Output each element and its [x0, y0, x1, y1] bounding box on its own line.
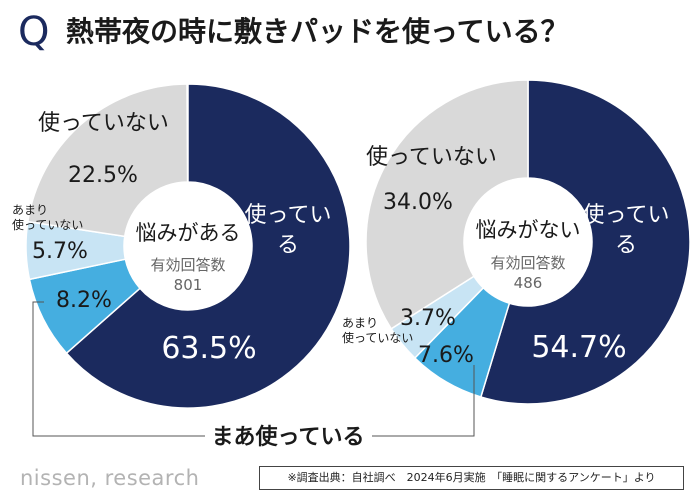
- category-label-rarely-use: あまり: [342, 316, 378, 330]
- slice-not-use: [26, 83, 189, 238]
- connector-line-left: [32, 301, 205, 437]
- question-mark: Q: [18, 9, 50, 55]
- donut-chart-without-worries: 54.7%7.6%3.7%34.0%使っているあまり使っていない使っていない悩み…: [342, 79, 691, 405]
- sample-size-value: 486: [514, 274, 543, 292]
- category-label-not-use: 使っていない: [38, 111, 169, 136]
- slice-not-use: [365, 79, 529, 330]
- value-label-use: 63.5%: [161, 331, 256, 366]
- center-title: 悩みがない: [476, 218, 581, 242]
- brand-logo: nissen, research: [20, 466, 200, 490]
- value-label-not-use: 34.0%: [383, 190, 453, 215]
- category-label-use: 使ってい: [245, 203, 332, 228]
- page-title: 熱帯夜の時に敷きパッドを使っている？: [66, 15, 569, 48]
- value-label-somewhat-use: 7.6%: [418, 343, 474, 368]
- category-label-not-use: 使っていない: [366, 145, 497, 170]
- connector-line-right: [372, 365, 475, 437]
- sample-size-value: 801: [174, 276, 203, 294]
- source-note: ※調査出典：自社調べ 2024年6月実施 「睡眠に関するアンケート」より: [259, 466, 684, 490]
- value-label-rarely-use: 3.7%: [400, 306, 456, 331]
- donut-chart-with-worries: 63.5%8.2%5.7%22.5%使っているあまり使っていない使っていない悩み…: [12, 83, 351, 409]
- category-label-rarely-use-line2: 使っていない: [342, 330, 413, 345]
- shared-label-somewhat-use: まあ使っている: [212, 425, 365, 450]
- value-label-somewhat-use: 8.2%: [56, 288, 112, 313]
- center-title: 悩みがある: [136, 221, 241, 245]
- somewhat-use-connector: まあ使っている: [32, 301, 475, 450]
- sample-size-label: 有効回答数: [150, 256, 225, 274]
- sample-size-label: 有効回答数: [490, 254, 565, 272]
- donut-hole: [124, 182, 252, 310]
- value-label-use: 54.7%: [531, 330, 626, 365]
- value-label-rarely-use: 5.7%: [32, 239, 88, 264]
- value-label-not-use: 22.5%: [68, 163, 138, 188]
- category-label-use-line2: る: [615, 233, 637, 258]
- category-label-rarely-use-line2: 使っていない: [12, 217, 83, 232]
- category-label-rarely-use: あまり: [12, 203, 48, 217]
- category-label-use-line2: る: [277, 233, 299, 258]
- donut-hole: [464, 178, 592, 306]
- category-label-use: 使ってい: [583, 203, 670, 228]
